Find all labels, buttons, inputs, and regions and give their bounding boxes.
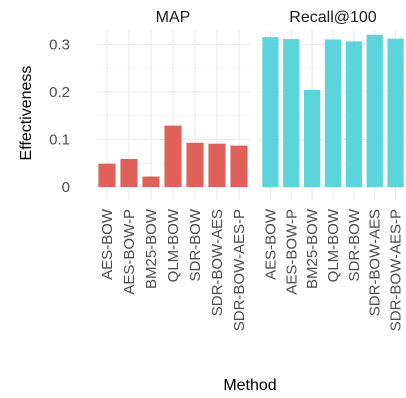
x-tick-label: SDR-BOW-AES-P <box>388 209 405 331</box>
facet-label: MAP <box>156 9 191 26</box>
x-tick-label: AES-BOW-P <box>283 209 300 295</box>
x-tick-label: AES-BOW <box>99 208 116 280</box>
bar <box>387 38 404 188</box>
bar <box>283 39 300 187</box>
bar <box>345 41 362 187</box>
bar <box>120 158 138 187</box>
y-tick-label: 0 <box>62 179 70 196</box>
y-tick-label: 0.2 <box>49 84 70 101</box>
x-tick-label: AES-BOW <box>262 208 279 280</box>
facet-label: Recall@100 <box>289 9 377 26</box>
bar <box>208 143 226 187</box>
x-tick-label: AES-BOW-P <box>121 209 138 295</box>
x-tick-label: SDR-BOW-AES-P <box>231 209 248 331</box>
x-tick-label: SDR-BOW <box>187 208 204 281</box>
bar <box>186 142 204 187</box>
bar <box>262 37 279 187</box>
x-tick-label: QLM-BOW <box>325 208 342 282</box>
bar <box>142 176 160 187</box>
bar <box>366 34 383 188</box>
bar <box>324 39 342 187</box>
x-tick-label: QLM-BOW <box>165 208 182 282</box>
x-tick-label: BM25-BOW <box>304 208 321 289</box>
x-tick-label: BM25-BOW <box>143 208 160 289</box>
y-tick-label: 0.1 <box>49 131 70 148</box>
x-axis-title: Method <box>223 377 276 394</box>
y-tick-label: 0.3 <box>49 36 70 53</box>
y-axis-title: Effectiveness <box>18 66 35 161</box>
x-tick-label: SDR-BOW <box>346 208 363 281</box>
bar <box>98 163 116 187</box>
x-tick-label: SDR-BOW-AES <box>209 209 226 316</box>
bar <box>164 125 182 187</box>
bar <box>230 145 248 187</box>
x-tick-label: SDR-BOW-AES <box>367 209 384 316</box>
bar <box>304 89 321 187</box>
